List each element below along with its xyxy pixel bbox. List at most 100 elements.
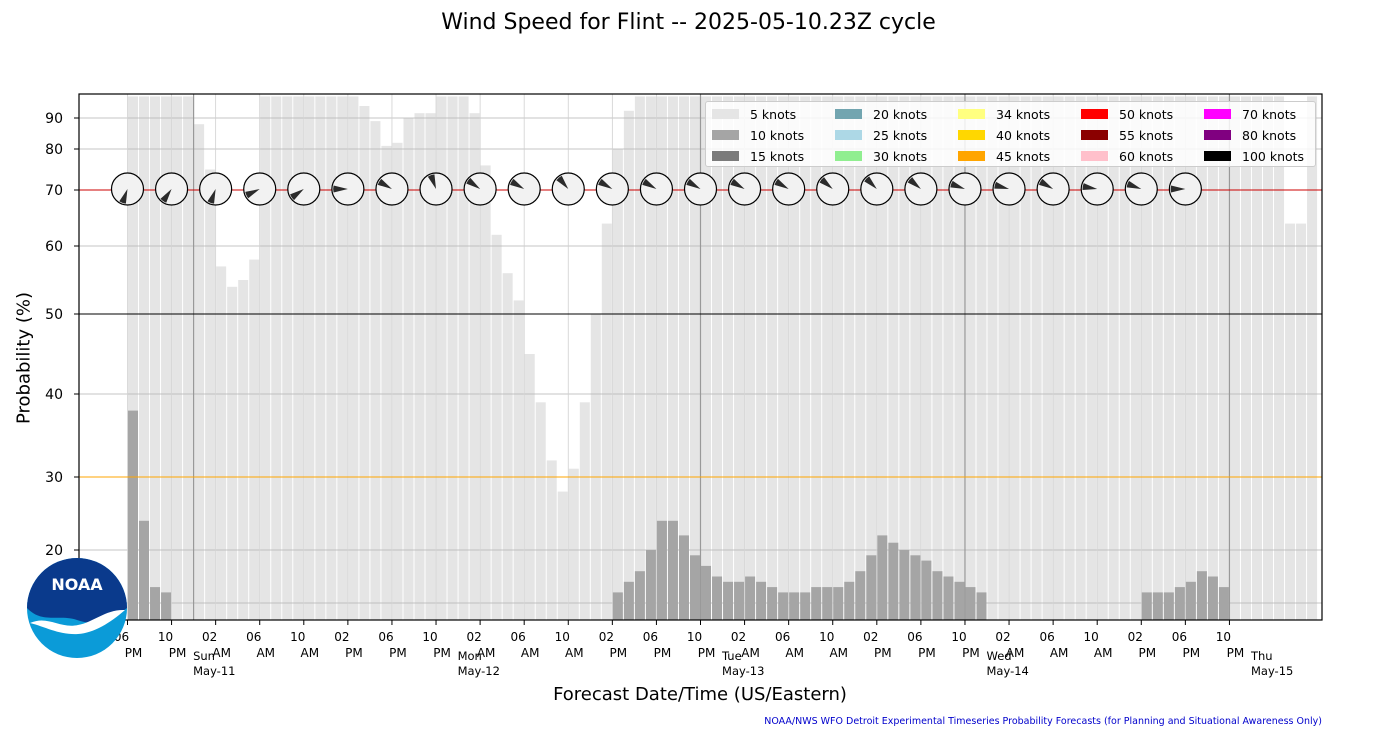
bar-5-88 [1097, 96, 1108, 620]
x-tick-hour: 02 [1128, 630, 1143, 644]
legend-item: 100 knots [1204, 148, 1304, 164]
bar-5-9 [227, 286, 238, 620]
wind-dial-21 [1036, 172, 1070, 206]
bar-5-61 [800, 96, 811, 620]
legend-swatch [1081, 130, 1108, 140]
legend-swatch [712, 130, 739, 140]
y-tick-label: 50 [45, 307, 63, 323]
wind-dial-12 [639, 172, 674, 206]
bar-5-82 [1031, 96, 1042, 620]
wind-dial-23 [1124, 172, 1158, 206]
bar-10-0 [127, 410, 139, 620]
x-tick-hour: 10 [422, 630, 437, 644]
bar-5-97 [1196, 96, 1207, 620]
x-tick-hour: 10 [555, 630, 570, 644]
bar-5-105 [1285, 223, 1296, 620]
y-tick-label: 30 [45, 470, 63, 486]
x-tick-hour: 02 [599, 630, 614, 644]
bar-5-11 [249, 259, 260, 620]
bar-5-25 [403, 118, 414, 620]
bar-5-2 [150, 96, 161, 620]
date-label: May-13 [722, 664, 764, 678]
bar-5-68 [877, 96, 888, 620]
bar-5-103 [1262, 96, 1274, 620]
bar-5-66 [855, 96, 866, 620]
legend-swatch [1204, 130, 1231, 140]
wind-dial-wedge [290, 189, 304, 201]
bar-5-59 [778, 96, 789, 620]
bar-5-43 [601, 223, 612, 620]
x-tick-ampm: AM [785, 646, 804, 660]
wind-dial-14 [727, 172, 762, 206]
bar-5-53 [712, 96, 723, 620]
bar-10-60 [789, 592, 800, 620]
bar-5-20 [348, 96, 359, 620]
bar-5-22 [370, 121, 381, 620]
legend-label: 45 knots [996, 148, 1051, 164]
wind-dial-wedge [730, 178, 745, 189]
bar-5-95 [1174, 96, 1185, 620]
wind-dial-24 [1168, 172, 1202, 206]
svg-text:NOAA: NOAA [51, 575, 103, 594]
x-tick-ampm: AM [741, 646, 760, 660]
legend-label: 5 knots [750, 106, 797, 122]
legend-label: 15 knots [750, 148, 805, 164]
legend-label: 100 knots [1242, 148, 1305, 164]
legend-label: 60 knots [1119, 148, 1174, 164]
bar-5-16 [304, 96, 315, 620]
bar-10-56 [745, 576, 756, 620]
bar-10-64 [833, 587, 844, 620]
wind-dial-wedge [819, 177, 833, 189]
bar-5-10 [238, 280, 249, 620]
bar-5-93 [1152, 96, 1163, 620]
x-tick-hour: 02 [863, 630, 878, 644]
bar-10-63 [822, 587, 833, 620]
wind-dial-wedge [377, 178, 392, 189]
bar-5-17 [315, 96, 326, 620]
bar-5-72 [921, 96, 932, 620]
bar-5-101 [1240, 96, 1251, 620]
bar-5-100 [1229, 96, 1240, 620]
bar-10-94 [1163, 592, 1174, 620]
noaa-logo: NOAA [27, 558, 127, 658]
wind-dial-wedge [686, 178, 701, 189]
bar-10-61 [800, 592, 811, 620]
legend-swatch [1081, 109, 1108, 119]
bar-5-12 [260, 96, 271, 620]
bar-5-96 [1185, 96, 1196, 620]
x-tick-ampm: PM [962, 646, 980, 660]
wind-dial-wedge [1170, 185, 1186, 193]
bar-10-66 [855, 571, 866, 620]
bar-10-51 [689, 555, 700, 620]
day-label: Thu [1250, 649, 1273, 663]
bar-5-40 [568, 468, 579, 620]
x-tick-hour: 02 [202, 630, 217, 644]
bar-10-2 [150, 587, 161, 620]
y-tick-label: 90 [45, 111, 63, 127]
bar-10-75 [954, 581, 965, 620]
bar-5-5 [183, 96, 194, 620]
x-tick-ampm: AM [565, 646, 584, 660]
legend-swatch [1204, 151, 1231, 161]
legend-item: 5 knots [712, 106, 796, 122]
wind-dial-19 [948, 172, 982, 206]
bar-5-89 [1108, 96, 1119, 620]
legend-item: 55 knots [1081, 127, 1173, 143]
day-label: Wed [987, 649, 1012, 663]
x-tick-hour: 10 [158, 630, 173, 644]
legend-label: 40 knots [996, 127, 1051, 143]
bar-10-47 [645, 550, 656, 620]
x-tick-ampm: AM [521, 646, 540, 660]
wind-dial-wedge [556, 175, 569, 189]
wind-dial-1 [154, 172, 189, 206]
x-tick-hour: 06 [511, 630, 526, 644]
bar-5-37 [535, 402, 546, 620]
x-tick-ampm: PM [345, 646, 363, 660]
x-tick-ampm: PM [610, 646, 628, 660]
bar-5-48 [656, 96, 667, 620]
bar-10-76 [965, 587, 976, 620]
x-tick-hour: 02 [334, 630, 349, 644]
bar-5-14 [282, 96, 293, 620]
bar-10-99 [1218, 587, 1229, 620]
wind-dial-7 [419, 172, 453, 206]
